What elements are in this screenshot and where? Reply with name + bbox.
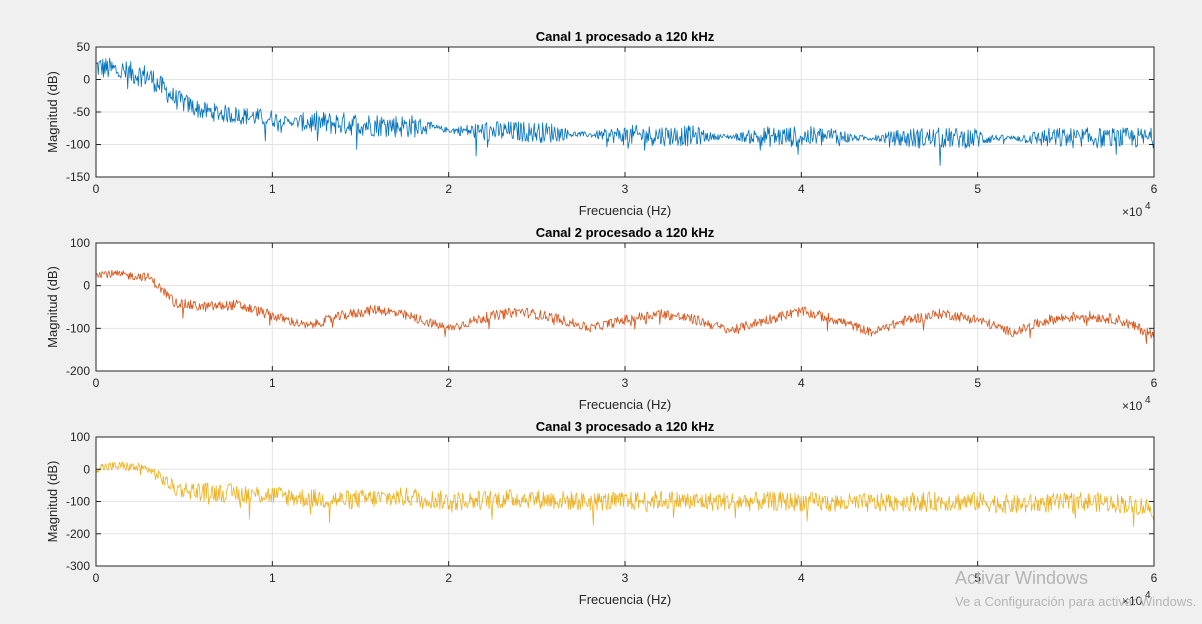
- y-axis-label: Magnitud (dB): [45, 266, 60, 348]
- y-tick-label: 0: [83, 462, 90, 476]
- y-tick-label: -100: [66, 138, 90, 152]
- y-tick-label: 100: [70, 430, 90, 444]
- y-tick-label: -50: [73, 105, 91, 119]
- series-line: [95, 269, 1155, 345]
- chart-title: Canal 1 procesado a 120 kHz: [536, 29, 715, 44]
- series-line: [95, 57, 1155, 166]
- x-tick-label: 5: [974, 182, 981, 196]
- x-tick-label: 3: [622, 376, 629, 390]
- x-tick-label: 6: [1151, 182, 1158, 196]
- x-tick-label: 2: [445, 571, 452, 585]
- y-tick-label: -200: [66, 527, 90, 541]
- x-tick-label: 2: [445, 376, 452, 390]
- x-axis-multiplier-exponent: 4: [1145, 395, 1151, 406]
- chart-title: Canal 2 procesado a 120 kHz: [536, 225, 715, 240]
- chart-panel-1: 0 1 2 3 4 5 6 50 0 -50 -100 -150 Canal 1 procesado a…: [45, 29, 1158, 219]
- x-tick-label: 6: [1151, 376, 1158, 390]
- y-tick-label: -200: [66, 364, 90, 378]
- x-tick-label: 1: [269, 571, 276, 585]
- x-tick-label: 0: [93, 571, 100, 585]
- x-tick-label: 5: [974, 376, 981, 390]
- y-axis-label: Magnitud (dB): [45, 71, 60, 153]
- x-tick-label: 3: [622, 571, 629, 585]
- x-axis-multiplier-exponent: 4: [1145, 590, 1151, 601]
- series-line: [95, 461, 1155, 528]
- x-tick-label: 5: [974, 571, 981, 585]
- chart-title: Canal 3 procesado a 120 kHz: [536, 419, 715, 434]
- y-tick-label: -150: [66, 170, 90, 184]
- x-axis-multiplier: ×10: [1122, 399, 1143, 413]
- x-axis-label: Frecuencia (Hz): [579, 592, 671, 607]
- x-tick-label: 6: [1151, 571, 1158, 585]
- x-axis-multiplier-exponent: 4: [1145, 201, 1151, 212]
- x-tick-label: 0: [93, 376, 100, 390]
- x-axis-label: Frecuencia (Hz): [579, 397, 671, 412]
- y-tick-label: -100: [66, 495, 90, 509]
- x-axis-label: Frecuencia (Hz): [579, 203, 671, 218]
- y-tick-label: -100: [66, 321, 90, 335]
- x-axis-multiplier: ×10: [1122, 594, 1143, 608]
- y-tick-label: 50: [77, 40, 91, 54]
- y-tick-label: 100: [70, 236, 90, 250]
- y-axis-label: Magnitud (dB): [45, 461, 60, 543]
- x-axis-multiplier: ×10: [1122, 205, 1143, 219]
- x-tick-label: 4: [798, 182, 805, 196]
- x-tick-label: 4: [798, 376, 805, 390]
- x-tick-label: 3: [622, 182, 629, 196]
- y-tick-label: -300: [66, 559, 90, 573]
- x-tick-label: 2: [445, 182, 452, 196]
- x-tick-label: 1: [269, 376, 276, 390]
- chart-panel-2: 0 1 2 3 4 5 6 100 0 -100 -200 Canal 2 procesado a 1…: [45, 225, 1158, 413]
- x-tick-label: 4: [798, 571, 805, 585]
- chart-panel-3: 0 1 2 3 4 5 6 100 0 -100 -200 -300 Canal 3 procesado…: [45, 419, 1158, 608]
- x-tick-label: 1: [269, 182, 276, 196]
- y-tick-label: 0: [83, 279, 90, 293]
- x-tick-label: 0: [93, 182, 100, 196]
- y-tick-label: 0: [83, 73, 90, 87]
